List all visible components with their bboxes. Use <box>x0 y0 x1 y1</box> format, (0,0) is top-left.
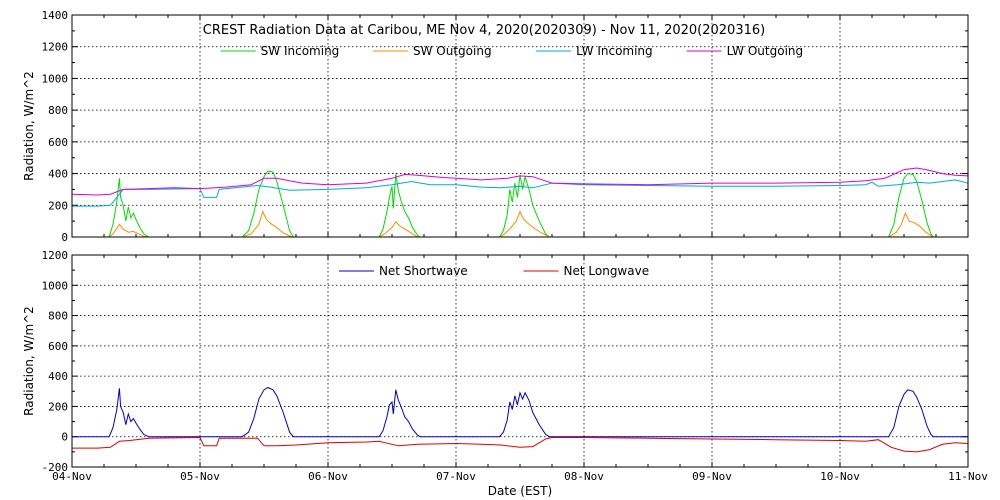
series-line-net-shortwave <box>72 386 968 438</box>
chart-title: CREST Radiation Data at Caribou, ME Nov … <box>203 23 765 38</box>
legend-label: Net Longwave <box>564 264 650 278</box>
y-tick-label: 0 <box>61 231 68 244</box>
y-tick-label: 1200 <box>42 41 69 54</box>
y-tick-label: 1000 <box>42 279 69 292</box>
series-line-lw-outgoing <box>72 167 968 196</box>
y-tick-label: 400 <box>48 168 68 181</box>
x-tick-label: 10-Nov <box>820 470 860 483</box>
series-line-lw-incoming <box>72 179 968 207</box>
series-line-sw-outgoing <box>72 210 968 237</box>
y-tick-label: 800 <box>48 310 68 323</box>
x-tick-label: 11-Nov <box>948 470 988 483</box>
x-tick-label: 04-Nov <box>52 470 92 483</box>
y-tick-label: 600 <box>48 340 68 353</box>
legend-label: LW Outgoing <box>727 44 804 58</box>
legend-label: SW Incoming <box>261 44 340 58</box>
y-tick-label: 400 <box>48 370 68 383</box>
y-tick-label: 200 <box>48 199 68 212</box>
x-tick-label: 09-Nov <box>692 470 732 483</box>
y-tick-label: 600 <box>48 136 68 149</box>
x-tick-label: 06-Nov <box>308 470 348 483</box>
panel-1: 0 200 400 600 800 1000 1200 1400 SW Incoming SW O… <box>22 9 969 244</box>
y-axis-label: Radiation, W/m^2 <box>22 71 36 181</box>
legend-label: LW Incoming <box>576 44 653 58</box>
y-tick-label: 200 <box>48 400 68 413</box>
y-tick-label: 1000 <box>42 72 69 85</box>
y-axis-label: Radiation, W/m^2 <box>22 306 36 416</box>
panel-2: 04-Nov 05-Nov 06-Nov 07-Nov 08-Nov 09-Nov 10-N… <box>22 249 988 498</box>
y-tick-label: 800 <box>48 104 68 117</box>
series-line-sw-incoming <box>72 170 968 237</box>
x-tick-label: 08-Nov <box>564 470 604 483</box>
plot-frame <box>71 254 969 468</box>
x-tick-label: 07-Nov <box>436 470 476 483</box>
series-line-net-longwave <box>72 436 968 453</box>
y-tick-label: 1400 <box>42 9 69 22</box>
x-axis-label: Date (EST) <box>488 484 552 498</box>
y-tick-label: 0 <box>61 431 68 444</box>
y-tick-label: 1200 <box>42 249 69 262</box>
legend-label: SW Outgoing <box>413 44 492 58</box>
y-tick-label: -200 <box>42 461 69 474</box>
legend-label: Net Shortwave <box>379 264 468 278</box>
x-tick-label: 05-Nov <box>180 470 220 483</box>
plot-frame <box>71 14 969 238</box>
